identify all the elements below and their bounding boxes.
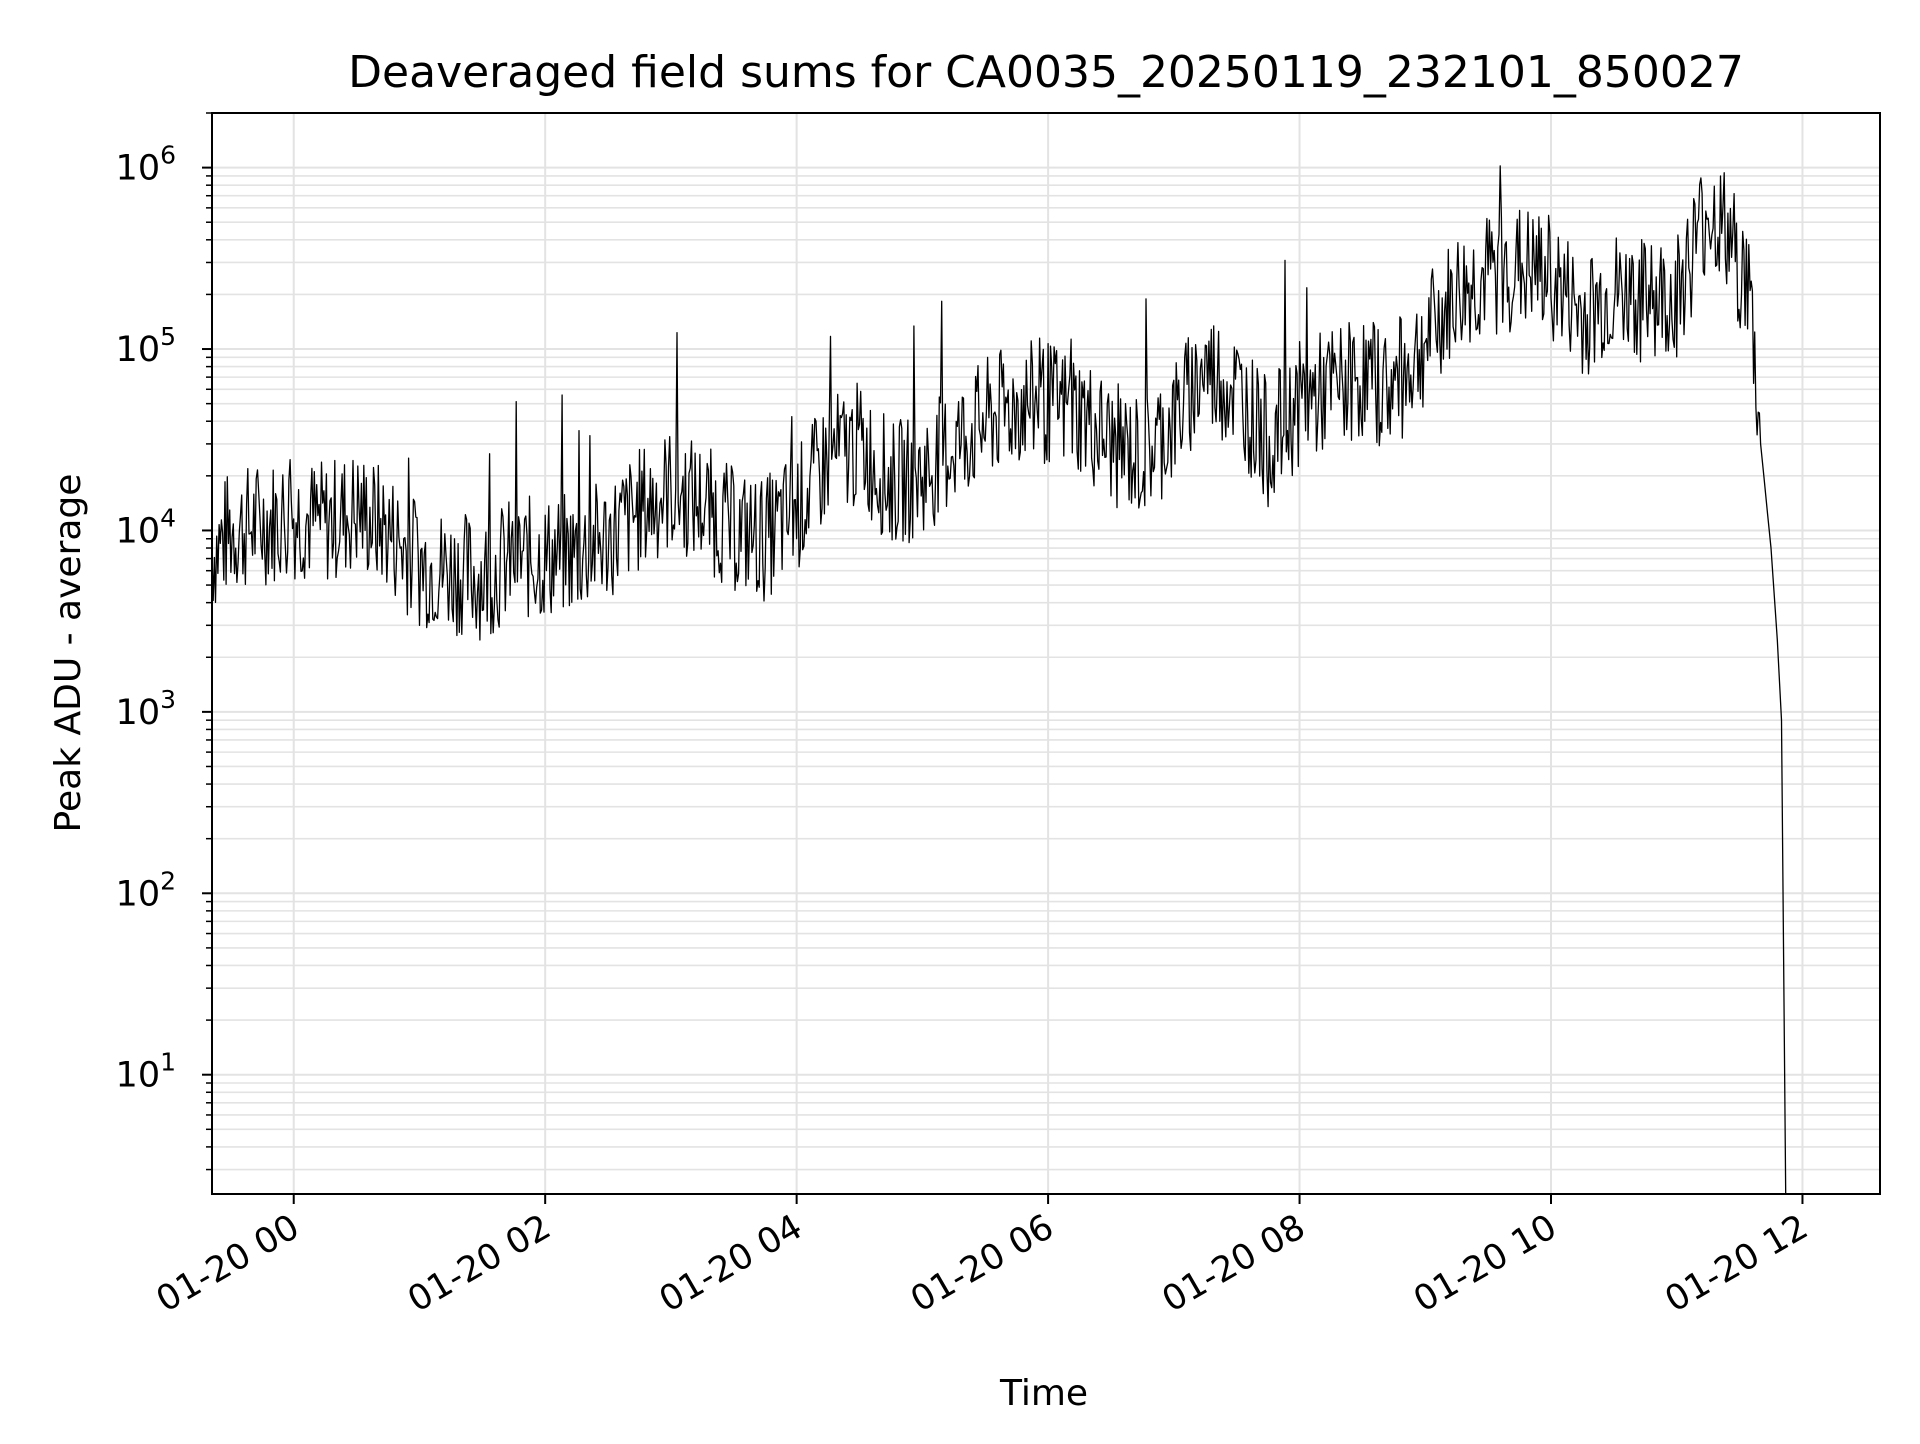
series-layer bbox=[211, 165, 1787, 1195]
y-tick-label: 105 bbox=[116, 322, 176, 370]
y-tick-label: 106 bbox=[116, 141, 176, 189]
y-tick-label: 104 bbox=[116, 503, 176, 551]
y-tick-label: 103 bbox=[116, 685, 176, 733]
x-axis-label: Time bbox=[999, 1373, 1088, 1414]
series-line bbox=[211, 165, 1787, 1195]
y-tick-label: 101 bbox=[116, 1048, 176, 1096]
y-tick-label: 102 bbox=[116, 866, 176, 914]
y-axis-label: Peak ADU - average bbox=[48, 474, 89, 833]
chart-title: Deaveraged field sums for CA0035_2025011… bbox=[348, 47, 1744, 98]
plot-frame bbox=[211, 112, 1881, 1195]
